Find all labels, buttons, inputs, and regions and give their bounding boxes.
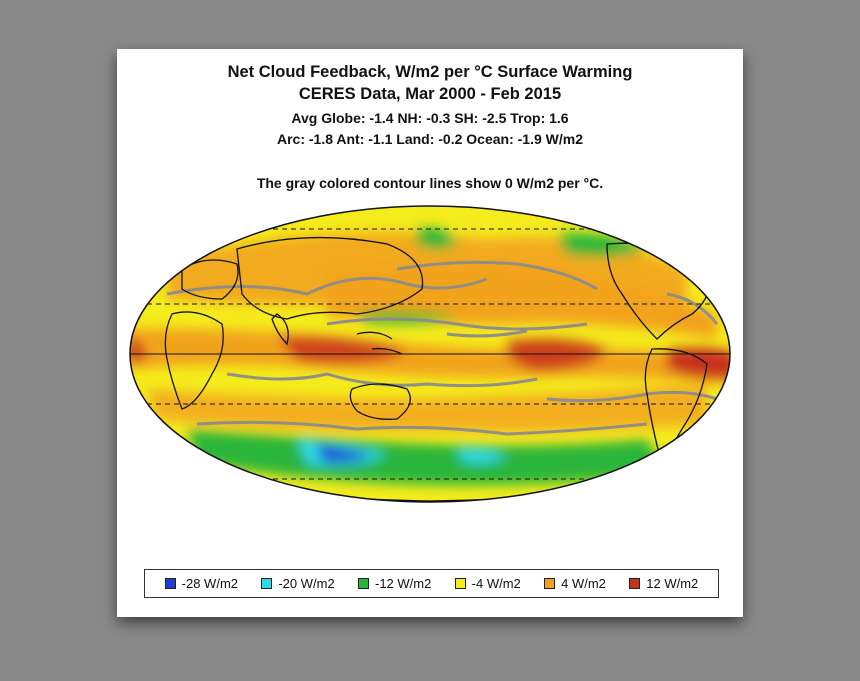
legend-swatch [261, 578, 273, 589]
legend-item: 4 W/m2 [544, 576, 606, 591]
world-map [129, 205, 731, 503]
legend-label: 4 W/m2 [561, 576, 606, 591]
figure-title: Net Cloud Feedback, W/m2 per °C Surface … [227, 63, 633, 81]
legend-label: -4 W/m2 [471, 576, 521, 591]
contour-note: The gray colored contour lines show 0 W/… [256, 175, 604, 191]
figure-card: Net Cloud Feedback, W/m2 per °C Surface … [117, 49, 743, 617]
legend-label: -28 W/m2 [181, 576, 238, 591]
legend-swatch [629, 578, 641, 589]
latitude-lines [147, 228, 717, 480]
legend-swatch [164, 578, 176, 589]
legend-item: -28 W/m2 [164, 576, 238, 591]
legend-label: -20 W/m2 [278, 576, 335, 591]
legend: -28 W/m2 -20 W/m2 -12 W/m2 -4 W/m2 4 W/m… [144, 569, 719, 598]
legend-item: -4 W/m2 [454, 576, 521, 591]
legend-swatch [544, 578, 556, 589]
globe-outline [129, 205, 731, 503]
legend-item: -20 W/m2 [261, 576, 335, 591]
feedback-field [130, 206, 730, 502]
legend-item: 12 W/m2 [629, 576, 698, 591]
legend-swatch [454, 578, 466, 589]
figure-subtitle: CERES Data, Mar 2000 - Feb 2015 [298, 85, 562, 103]
legend-label: 12 W/m2 [646, 576, 699, 591]
stats-line-2: Arc: -1.8 Ant: -1.1 Land: -0.2 Ocean: -1… [277, 131, 583, 147]
stats-line-1: Avg Globe: -1.4 NH: -0.3 SH: -2.5 Trop: … [291, 110, 569, 126]
zero-contours [166, 260, 719, 436]
legend-label: -12 W/m2 [375, 576, 432, 591]
legend-item: -12 W/m2 [358, 576, 431, 591]
legend-swatch [358, 578, 369, 589]
